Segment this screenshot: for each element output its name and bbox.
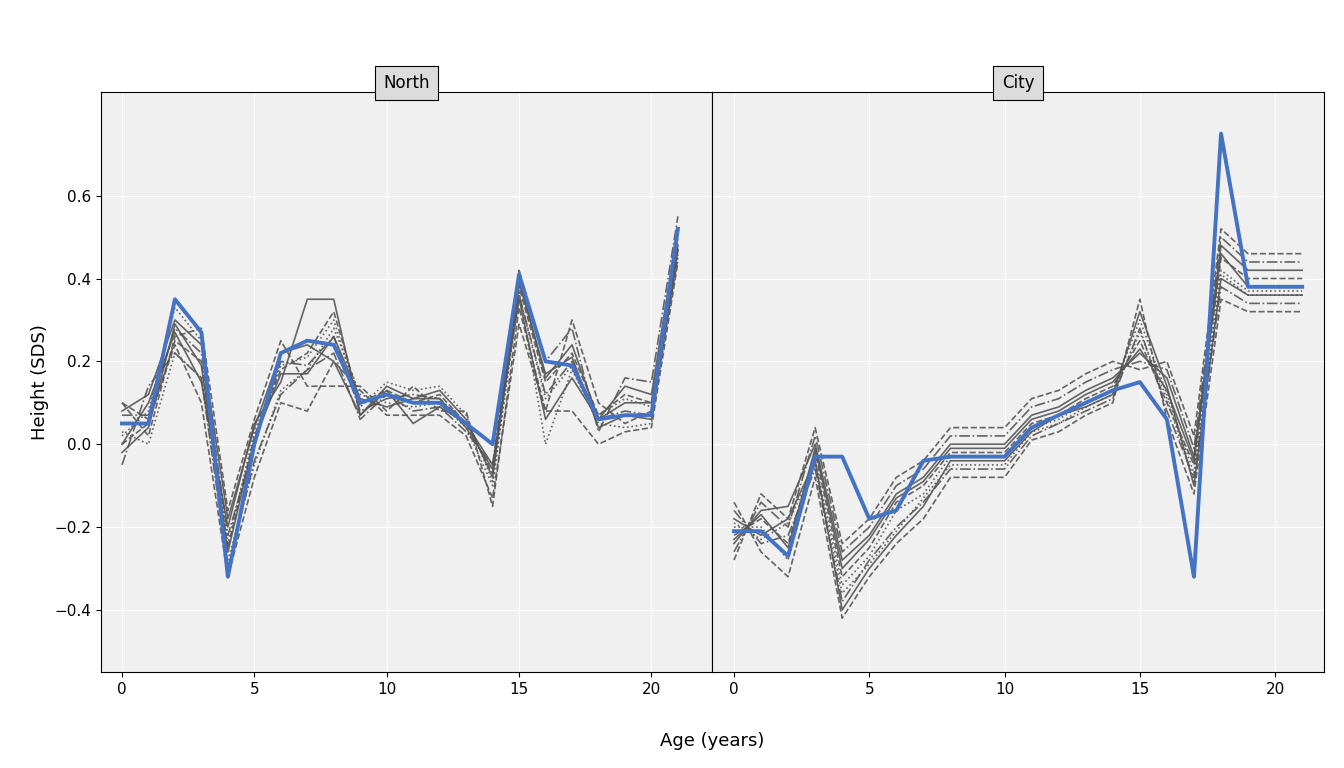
- Text: Age (years): Age (years): [660, 732, 765, 750]
- Text: North: North: [383, 74, 430, 92]
- Text: City: City: [1001, 74, 1035, 92]
- Y-axis label: Height (SDS): Height (SDS): [31, 324, 48, 440]
